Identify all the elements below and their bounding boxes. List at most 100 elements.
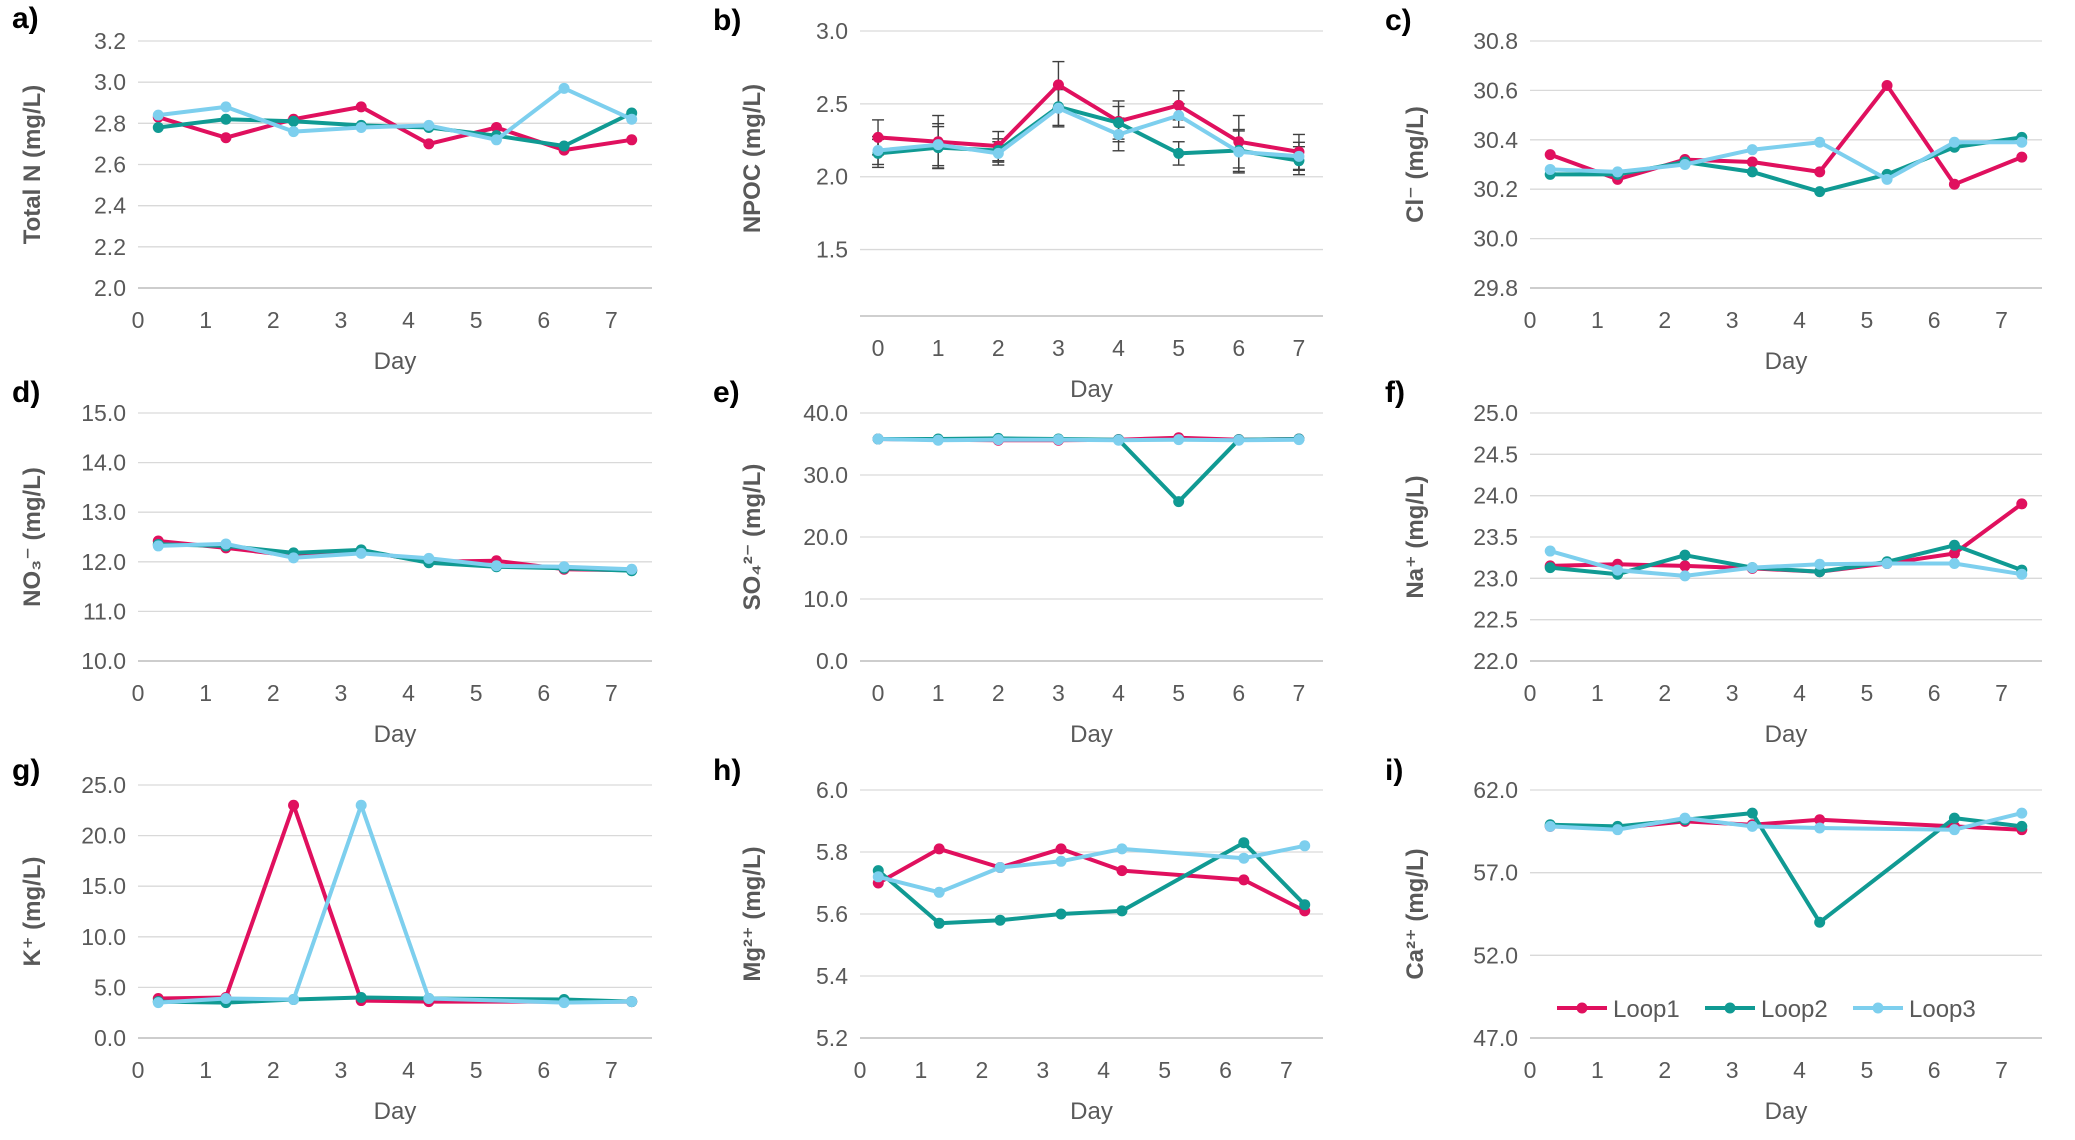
- legend-label: Loop2: [1761, 996, 1828, 1023]
- data-point-loop3: [1238, 852, 1250, 864]
- y-tick-label: 30.2: [1473, 176, 1518, 202]
- y-axis-title: Na⁺ (mg/L): [1402, 475, 1429, 598]
- x-tick-label: 1: [1591, 307, 1604, 333]
- y-tick-label: 0.0: [94, 1025, 126, 1051]
- data-point-loop3: [1293, 150, 1305, 162]
- x-tick-label: 7: [1293, 680, 1306, 706]
- y-tick-label: 30.0: [1473, 226, 1518, 252]
- data-point-loop2: [994, 914, 1006, 926]
- x-tick-label: 2: [992, 335, 1005, 361]
- x-tick-label: 3: [334, 307, 347, 333]
- data-point-loop1: [1233, 136, 1245, 148]
- x-tick-label: 7: [605, 307, 618, 333]
- data-point-loop3: [626, 996, 638, 1008]
- x-tick-label: 2: [267, 680, 280, 706]
- x-tick-label: 2: [1658, 1057, 1671, 1083]
- x-tick-label: 2: [1658, 307, 1671, 333]
- legend-swatch-marker: [1576, 1002, 1588, 1014]
- y-tick-label: 20.0: [803, 524, 848, 550]
- y-tick-label: 24.0: [1473, 483, 1518, 509]
- data-point-loop3: [1544, 820, 1556, 832]
- y-axis-title: Ca²⁺ (mg/L): [1402, 848, 1429, 979]
- data-point-loop3: [992, 147, 1004, 159]
- y-tick-label: 23.0: [1473, 565, 1518, 591]
- legend-swatch-marker: [1724, 1002, 1736, 1014]
- data-point-loop1: [1948, 548, 1960, 560]
- panel-f: f) 22.0 22.5 23.0 23.5 24.0 24.5 25.0 0 1 2 3 4 5 6 7 Da…: [1385, 376, 2042, 748]
- x-tick-label: 4: [1112, 335, 1125, 361]
- data-point-loop3: [933, 886, 945, 898]
- data-point-loop3: [1746, 144, 1758, 156]
- data-point-loop3: [1173, 110, 1185, 122]
- data-point-loop3: [1881, 173, 1893, 185]
- data-point-loop3: [423, 993, 435, 1005]
- x-axis-title: Day: [1765, 721, 1808, 748]
- x-tick-label: 6: [537, 680, 550, 706]
- x-tick-label: 3: [1052, 335, 1065, 361]
- panel-label: c): [1385, 4, 1412, 37]
- data-point-loop1: [1679, 560, 1691, 572]
- y-axis-title: Cl⁻ (mg/L): [1402, 106, 1429, 223]
- y-tick-label: 40.0: [803, 400, 848, 426]
- x-tick-label: 7: [605, 1057, 618, 1083]
- data-point-loop2: [933, 917, 945, 929]
- data-point-loop1: [1746, 156, 1758, 168]
- x-tick-label: 0: [1524, 680, 1537, 706]
- data-point-loop1: [1881, 79, 1893, 91]
- data-point-loop1: [1544, 149, 1556, 161]
- series-line-loop1: [1549, 83, 2023, 187]
- y-axis-title: SO₄²⁻ (mg/L): [739, 464, 766, 611]
- data-point-loop1: [626, 134, 638, 146]
- data-point-loop3: [1948, 557, 1960, 569]
- data-point-loop3: [558, 997, 570, 1009]
- data-point-loop3: [355, 121, 367, 133]
- data-point-loop3: [932, 434, 944, 446]
- x-tick-label: 3: [1052, 680, 1065, 706]
- data-point-loop2: [1299, 899, 1311, 911]
- panel-label: g): [12, 754, 40, 787]
- data-point-loop1: [2016, 498, 2028, 510]
- data-point-loop2: [1948, 812, 1960, 824]
- y-tick-label: 15.0: [81, 873, 126, 899]
- y-tick-label: 2.8: [94, 110, 126, 136]
- y-tick-label: 23.5: [1473, 524, 1518, 550]
- series-line-loop1: [877, 82, 1300, 154]
- series-line-loop2: [878, 436, 1299, 504]
- x-tick-label: 2: [267, 1057, 280, 1083]
- y-tick-label: 20.0: [81, 823, 126, 849]
- panel-label: b): [713, 4, 741, 37]
- data-point-loop1: [355, 101, 367, 113]
- data-point-loop2: [1113, 117, 1125, 129]
- panel-label: i): [1385, 754, 1403, 787]
- data-point-loop3: [1544, 545, 1556, 557]
- data-point-loop2: [1679, 549, 1691, 561]
- y-tick-label: 15.0: [81, 400, 126, 426]
- data-point-loop3: [1052, 102, 1064, 114]
- data-point-loop1: [1116, 865, 1128, 877]
- data-point-loop3: [1948, 824, 1960, 836]
- data-point-loop2: [1238, 837, 1250, 849]
- data-point-loop1: [872, 131, 884, 143]
- y-tick-label: 30.6: [1473, 77, 1518, 103]
- data-point-loop3: [1293, 434, 1305, 446]
- y-tick-label: 0.0: [816, 648, 848, 674]
- x-tick-label: 4: [402, 307, 415, 333]
- data-point-loop2: [152, 121, 164, 133]
- x-tick-label: 2: [975, 1057, 988, 1083]
- y-tick-label: 2.0: [94, 275, 126, 301]
- y-tick-label: 47.0: [1473, 1025, 1518, 1051]
- x-tick-label: 0: [1524, 307, 1537, 333]
- data-point-loop2: [1055, 908, 1067, 920]
- x-tick-label: 2: [267, 307, 280, 333]
- y-tick-label: 13.0: [81, 499, 126, 525]
- data-point-loop2: [1814, 916, 1826, 928]
- x-tick-label: 2: [1658, 680, 1671, 706]
- data-point-loop3: [288, 994, 300, 1006]
- x-tick-label: 7: [1995, 307, 2008, 333]
- x-tick-label: 1: [199, 307, 212, 333]
- x-tick-label: 6: [537, 1057, 550, 1083]
- y-tick-label: 2.4: [94, 193, 126, 219]
- data-point-loop3: [288, 126, 300, 138]
- y-tick-label: 3.2: [94, 28, 126, 54]
- data-point-loop3: [1113, 128, 1125, 140]
